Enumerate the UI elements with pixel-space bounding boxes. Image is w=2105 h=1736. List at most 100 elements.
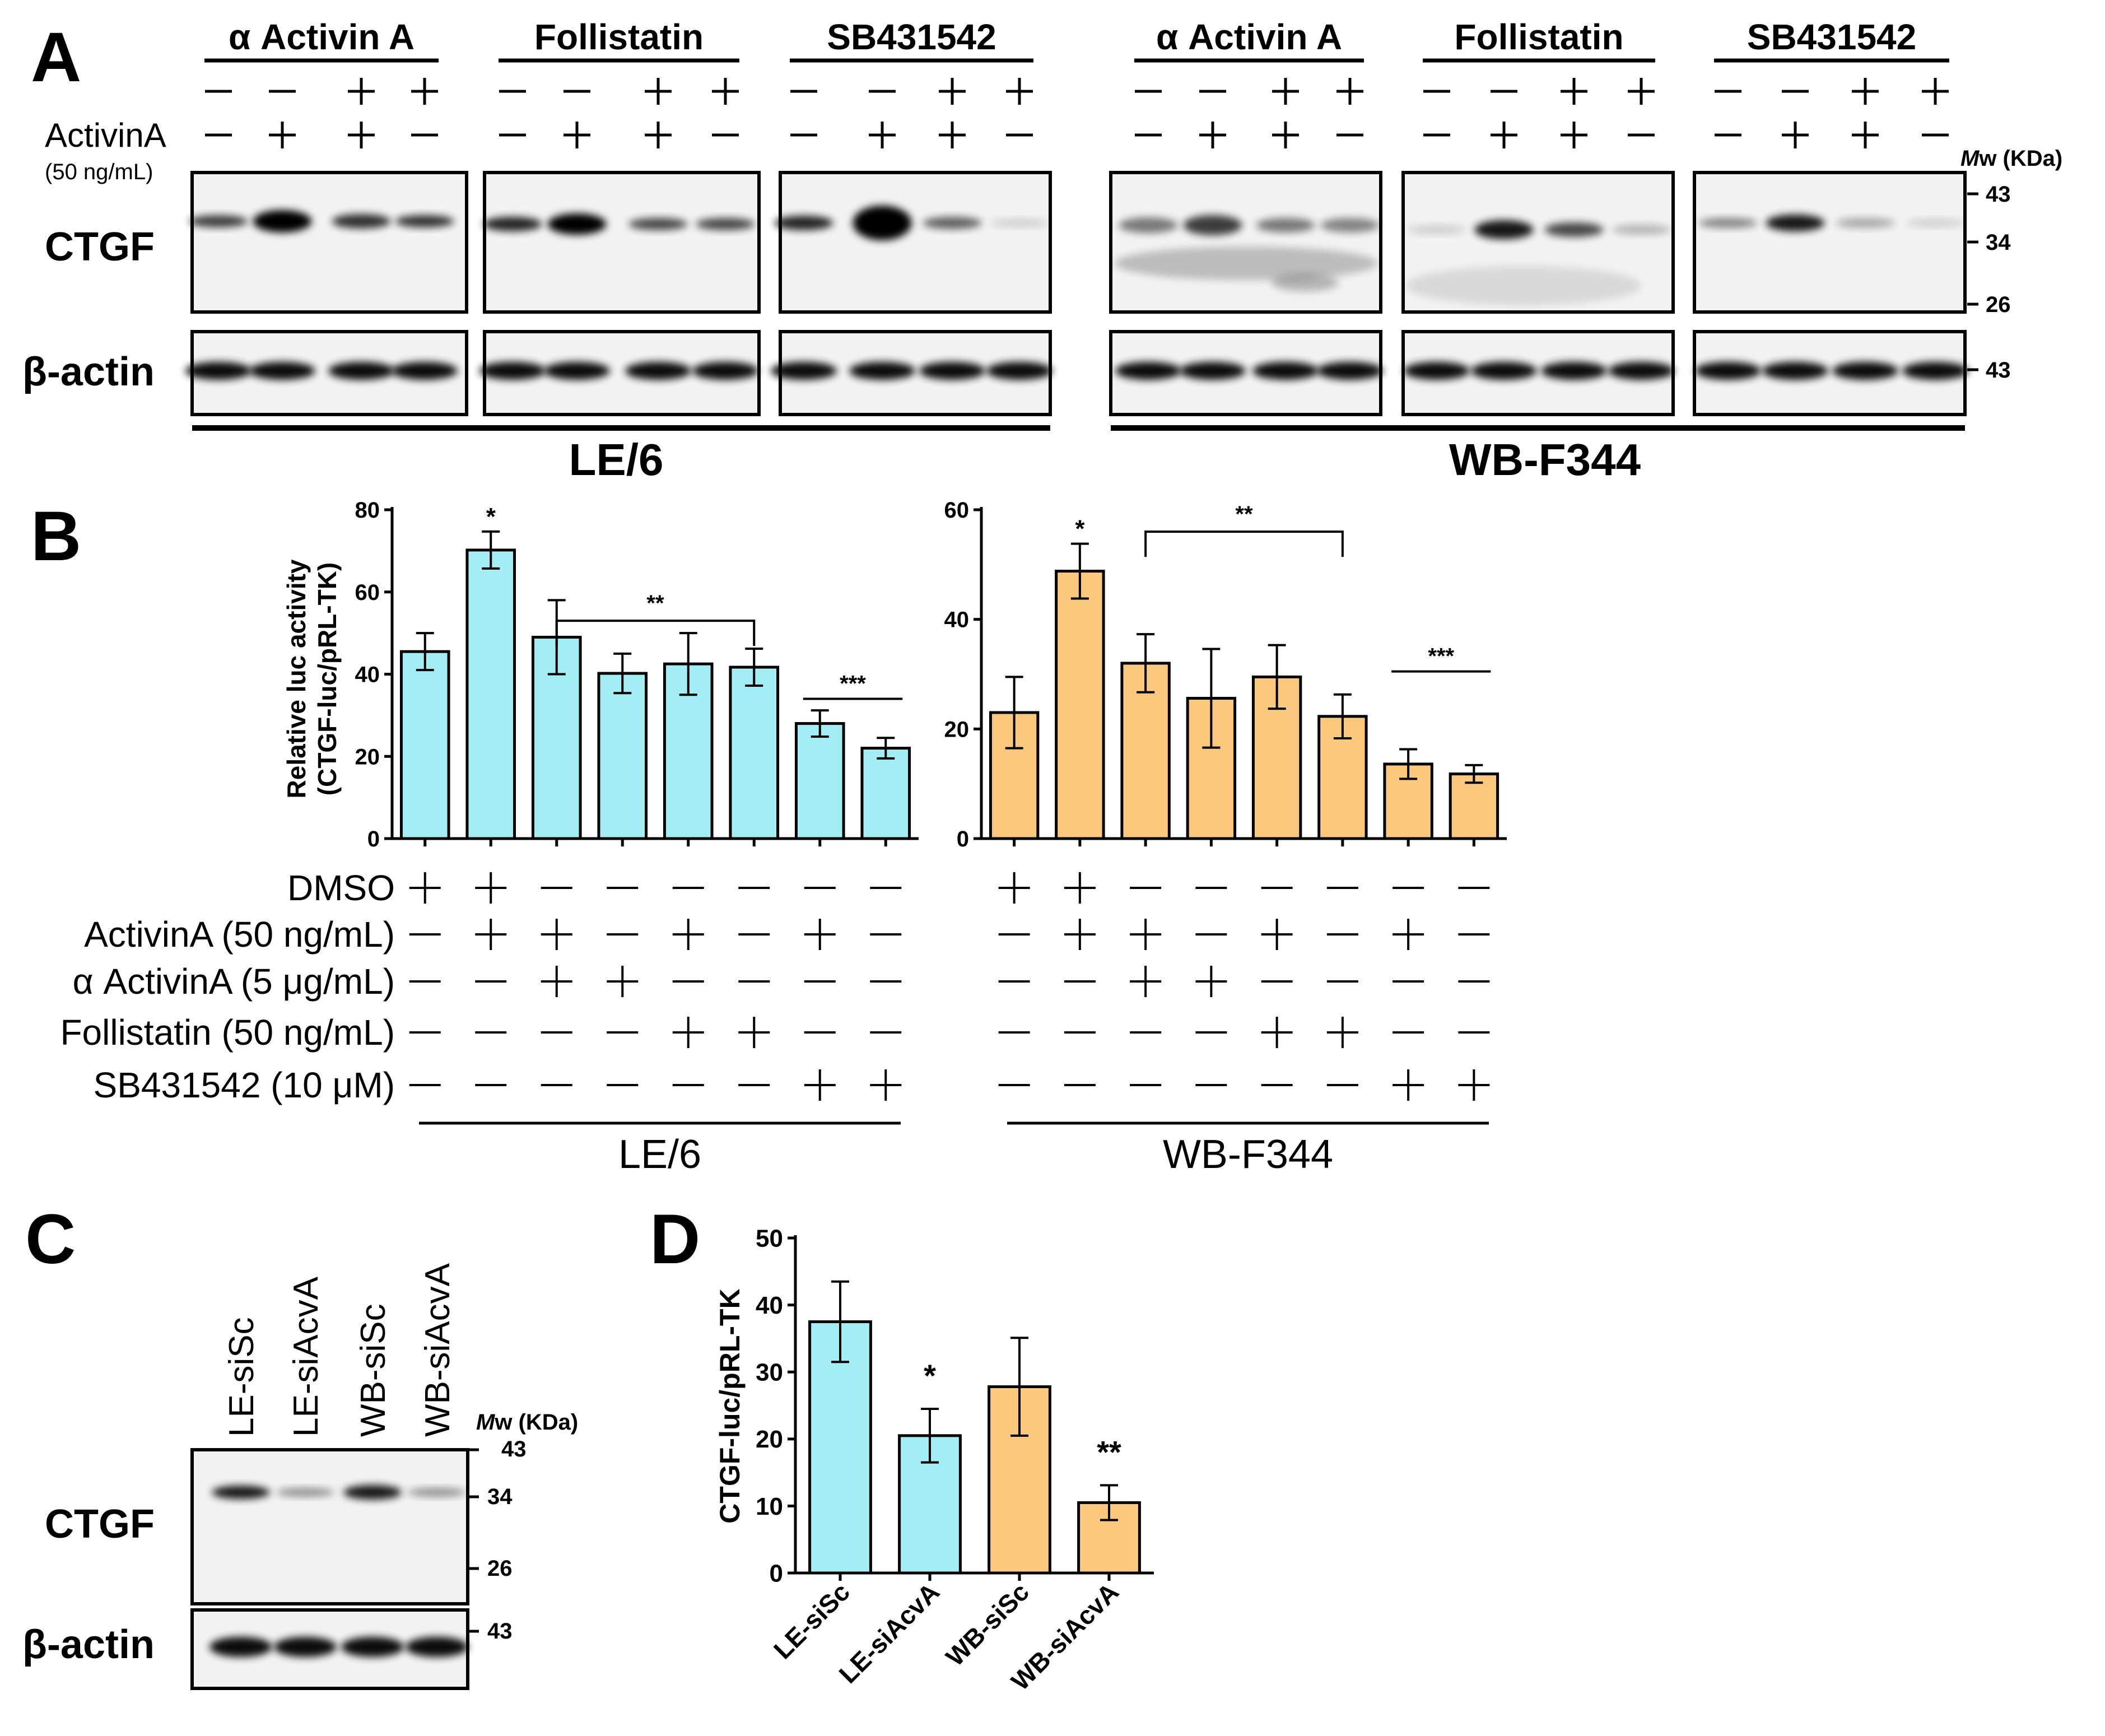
error-bar — [877, 737, 895, 760]
blot-ctgf-wb-activin — [1109, 171, 1382, 314]
treatment-grid-symbol-le6 — [870, 1069, 902, 1101]
treatment-grid-symbol-wb — [1195, 966, 1227, 997]
significance-bracket — [555, 620, 756, 646]
y-tick-label: 20 — [944, 717, 970, 742]
cell-line-label-le6-b: LE/6 — [618, 1132, 701, 1177]
treatment-grid-symbol-le6 — [541, 966, 572, 997]
panel-a: A α Activin A Follistatin SB431542 α Activi… — [22, 17, 2062, 485]
error-bar — [1100, 1484, 1118, 1521]
activin-symbol — [563, 122, 590, 148]
error-bar — [745, 648, 763, 687]
blot-band — [209, 1637, 272, 1657]
error-bar — [1399, 748, 1418, 780]
blot-band — [692, 362, 758, 380]
significance-marker: ** — [1097, 1434, 1121, 1469]
treatment-group-label: Follistatin — [534, 17, 704, 57]
treatment-symbol — [411, 78, 438, 105]
blot-band — [392, 362, 458, 380]
blot-band — [253, 210, 312, 232]
blot-band — [1608, 362, 1674, 380]
treatment-grid-symbol-le6 — [672, 1017, 704, 1048]
treatment-symbol — [645, 78, 672, 105]
panel-d-letter: D — [650, 1200, 700, 1278]
treatment-symbol — [712, 78, 739, 105]
blot-band — [625, 362, 691, 380]
mw-marker-actin-43: 43 — [1986, 358, 2011, 383]
treatment-symbol — [1852, 78, 1879, 105]
blot-band — [547, 213, 607, 235]
y-tick-label: 60 — [355, 580, 380, 605]
blot-band — [544, 362, 610, 380]
panel-d-ylabel: CTGF-luc/pRL-TK — [714, 1288, 746, 1523]
treatment-row-label: ActivinA (50 ng/mL) — [84, 914, 395, 955]
treatment-grid-symbol-wb — [1130, 919, 1162, 950]
activin-symbol — [939, 122, 966, 148]
blot-ctgf-le6-sb431542 — [779, 171, 1052, 314]
blot-band — [1183, 215, 1242, 235]
treatment-grid-symbol-wb — [1261, 1017, 1293, 1048]
blot-band — [990, 219, 1049, 227]
treatment-grid-symbol-le6 — [804, 919, 836, 950]
activin-symbol — [1199, 122, 1226, 148]
bar — [794, 722, 845, 840]
bar — [1055, 570, 1105, 840]
y-tick-label: 40 — [944, 608, 970, 632]
blot-band — [1474, 220, 1534, 239]
panel-d: D 01020304050***CTGF-luc/pRL-TKLE-siScLE… — [650, 1200, 1154, 1696]
treatment-symbol — [1628, 78, 1655, 105]
error-bar — [613, 652, 632, 695]
y-tick-label: 60 — [944, 498, 970, 523]
treatment-grid-symbol-le6 — [541, 919, 572, 950]
error-bar — [1202, 648, 1221, 749]
bar — [860, 747, 911, 840]
treatment-symbol — [1006, 78, 1033, 105]
panel-b-treatment-labels: DMSO ActivinA (50 ng/mL) α ActivinA (5 μg/… — [60, 868, 395, 1105]
mw-marker-c-43: 43 — [501, 1437, 527, 1462]
blot-band — [479, 362, 546, 380]
blot-ctgf-le6-activin — [190, 171, 468, 314]
cell-line-label-le6-a: LE/6 — [569, 435, 664, 485]
blot-band — [1256, 218, 1315, 232]
y-tick-label: 20 — [756, 1426, 783, 1453]
treatment-grid-symbol-wb — [998, 872, 1030, 904]
treatment-row-label: α ActivinA (5 μg/mL) — [73, 961, 395, 1002]
mw-marker-26: 26 — [1986, 292, 2011, 317]
panel-b: B Relative luc activity (CTGF-luc/pRL-TK… — [31, 497, 1507, 1177]
cell-line-label-wb-a: WB-F344 — [1449, 435, 1641, 485]
y-tick-label: 10 — [756, 1493, 783, 1520]
error-bar — [1005, 676, 1023, 750]
treatment-row-label: Follistatin (50 ng/mL) — [60, 1012, 395, 1053]
mw-label-a: Mw (KDa) — [1960, 146, 2062, 171]
blot-band — [1906, 219, 1965, 227]
blot-band — [406, 1637, 468, 1657]
treatment-symbol — [348, 78, 375, 105]
treatment-group-label: α Activin A — [1156, 17, 1342, 57]
blot-band — [628, 218, 688, 230]
blot-band — [1115, 362, 1181, 380]
significance-marker: ** — [1235, 502, 1253, 527]
x-category-label: LE-siSc — [768, 1577, 855, 1664]
panel-c-lane-labels: LE-siSc LE-siAcvA WB-siSc WB-siAcvA — [222, 1263, 457, 1437]
y-tick-label: 0 — [957, 827, 969, 851]
panel-b-ylabel-line1: Relative luc activity — [282, 559, 311, 798]
error-bar — [1010, 1337, 1028, 1437]
blot-band — [341, 1637, 404, 1657]
mw-marker-43: 43 — [1986, 182, 2011, 207]
treatment-group-label: SB431542 — [1747, 17, 1916, 57]
treatment-grid-symbol-le6 — [409, 872, 441, 904]
blot-band — [1115, 246, 1378, 280]
bar — [1449, 772, 1499, 840]
treatment-grid-symbol-le6 — [607, 966, 639, 997]
blot-band — [1544, 222, 1604, 237]
treatment-group-label: SB431542 — [827, 17, 996, 57]
error-bar — [416, 632, 434, 672]
activin-symbol — [645, 122, 672, 148]
blot-ctgf-sirna — [190, 1448, 469, 1605]
blot-band — [189, 215, 248, 227]
blot-band — [332, 214, 391, 229]
blot-ctgf-le6-follistatin — [483, 171, 761, 314]
blot-band — [1832, 362, 1898, 380]
significance-marker: * — [1075, 515, 1085, 543]
